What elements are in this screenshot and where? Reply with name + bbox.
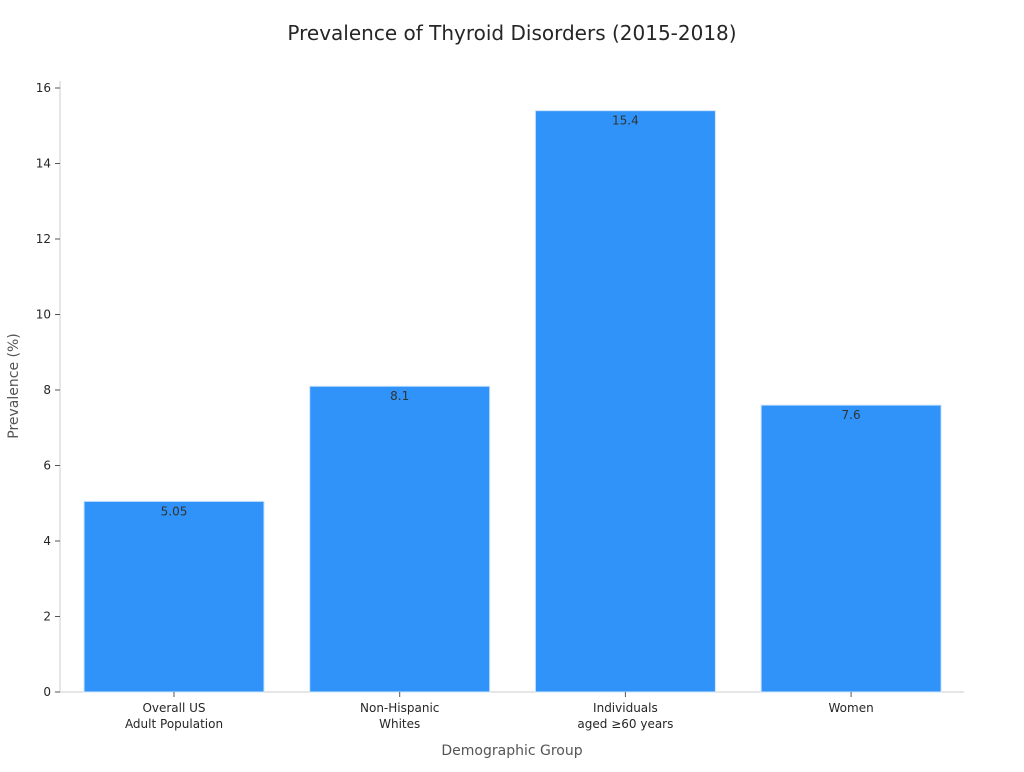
data-label: 15.4 <box>612 114 639 128</box>
y-tick-label: 16 <box>36 81 51 95</box>
x-tick-label: Women <box>829 701 874 715</box>
y-tick-label: 8 <box>43 383 51 397</box>
bar <box>760 404 942 693</box>
y-tick-label: 0 <box>43 685 51 699</box>
data-label: 7.6 <box>842 408 861 422</box>
x-axis-label: Demographic Group <box>441 743 582 759</box>
x-tick-label: Non-Hispanic <box>360 701 439 715</box>
x-tick-label: aged ≥60 years <box>577 717 673 731</box>
bar <box>309 385 491 693</box>
y-tick-label: 12 <box>36 232 51 246</box>
x-tick-label: Individuals <box>593 701 658 715</box>
y-axis-label: Prevalence (%) <box>6 333 22 439</box>
x-tick-label: Whites <box>379 717 420 731</box>
bar <box>534 110 716 693</box>
x-tick-label: Overall US <box>142 701 205 715</box>
chart-title: Prevalence of Thyroid Disorders (2015-20… <box>287 21 736 45</box>
bar <box>83 500 265 693</box>
y-tick-label: 14 <box>36 157 51 171</box>
x-tick-label: Adult Population <box>125 717 223 731</box>
y-tick-label: 10 <box>36 308 51 322</box>
data-label: 5.05 <box>161 504 188 518</box>
y-tick-label: 2 <box>43 610 51 624</box>
y-tick-label: 4 <box>43 534 51 548</box>
data-label: 8.1 <box>390 389 409 403</box>
y-tick-label: 6 <box>43 459 51 473</box>
